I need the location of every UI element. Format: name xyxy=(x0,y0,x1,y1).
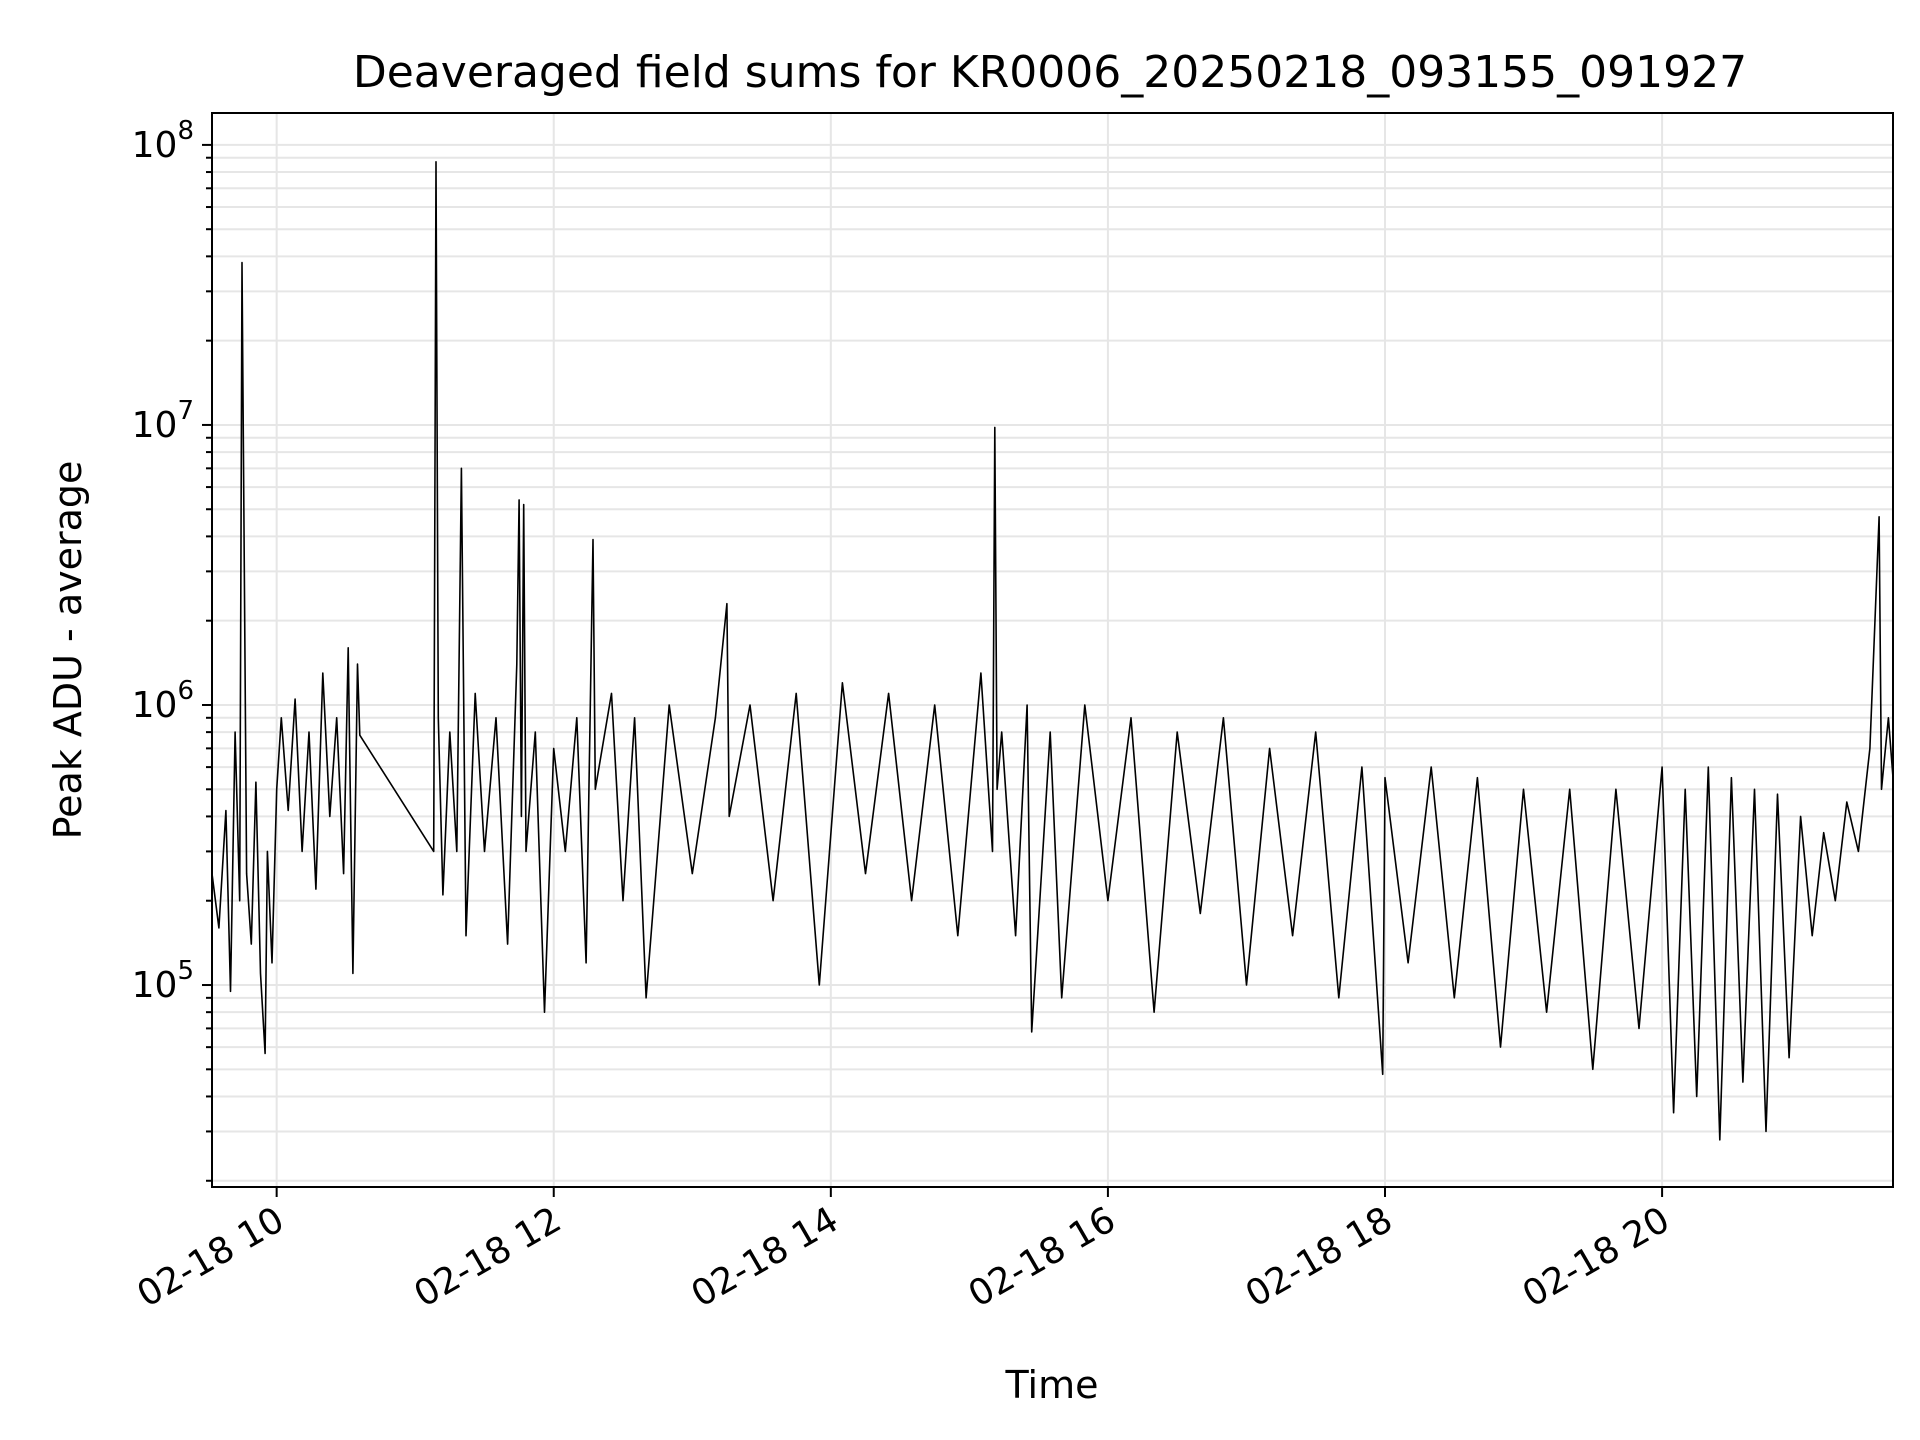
y-tick-exponent: 8 xyxy=(177,116,194,146)
y-tick-base: 10 xyxy=(132,965,178,1006)
y-tick-label: 108 xyxy=(132,116,194,166)
y-tick-exponent: 6 xyxy=(177,676,194,706)
x-tick-label: 02-18 10 xyxy=(130,1199,291,1315)
x-tick-label: 02-18 18 xyxy=(1239,1199,1400,1315)
x-axis-label: Time xyxy=(1005,1363,1099,1407)
y-tick-label: 106 xyxy=(132,676,194,726)
y-tick-base: 10 xyxy=(132,685,178,726)
tick-marks xyxy=(202,143,1664,1197)
x-tick-label: 02-18 14 xyxy=(685,1199,846,1315)
series-layer xyxy=(211,161,1894,1141)
y-tick-label: 107 xyxy=(132,396,194,446)
y-tick-label: 105 xyxy=(132,956,194,1006)
y-tick-exponent: 7 xyxy=(177,396,194,426)
y-tick-base: 10 xyxy=(132,405,178,446)
y-tick-base: 10 xyxy=(132,125,178,166)
x-tick-label: 02-18 20 xyxy=(1516,1199,1677,1315)
x-tick-labels: 02-18 10 02-18 12 02-18 14 02-18 16 02-18 18… xyxy=(130,1199,1676,1315)
x-tick-label: 02-18 16 xyxy=(962,1199,1123,1315)
grid-lines xyxy=(212,113,1893,1187)
y-axis-label: Peak ADU - average xyxy=(46,461,90,840)
plot-frame xyxy=(211,112,1894,1188)
x-tick-label: 02-18 12 xyxy=(408,1199,569,1315)
y-tick-exponent: 5 xyxy=(177,956,194,986)
series-line xyxy=(211,161,1894,1141)
chart-title: Deaveraged field sums for KR0006_2025021… xyxy=(353,47,1747,98)
